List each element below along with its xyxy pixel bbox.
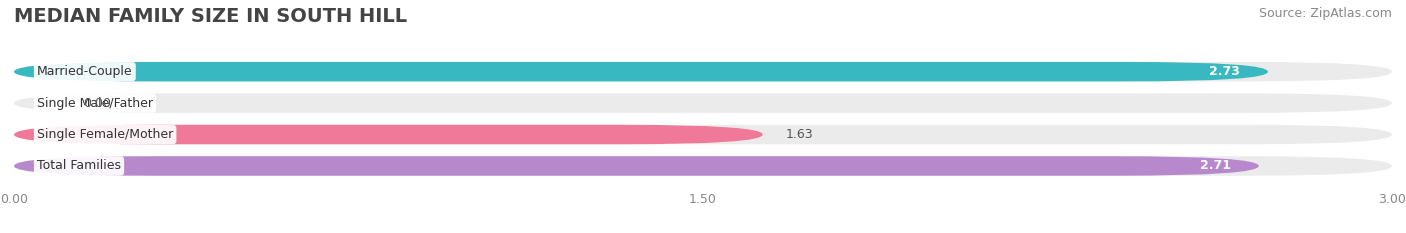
Text: 1.63: 1.63: [786, 128, 813, 141]
FancyBboxPatch shape: [14, 62, 1268, 81]
Text: 0.00: 0.00: [83, 97, 111, 110]
FancyBboxPatch shape: [14, 93, 1392, 113]
Text: MEDIAN FAMILY SIZE IN SOUTH HILL: MEDIAN FAMILY SIZE IN SOUTH HILL: [14, 7, 408, 26]
FancyBboxPatch shape: [14, 156, 1258, 176]
Text: Married-Couple: Married-Couple: [37, 65, 132, 78]
FancyBboxPatch shape: [14, 62, 1392, 81]
Text: Total Families: Total Families: [37, 159, 121, 172]
Text: 2.71: 2.71: [1201, 159, 1232, 172]
FancyBboxPatch shape: [14, 156, 1392, 176]
FancyBboxPatch shape: [14, 125, 762, 144]
FancyBboxPatch shape: [14, 125, 1392, 144]
Text: Source: ZipAtlas.com: Source: ZipAtlas.com: [1258, 7, 1392, 20]
Text: 2.73: 2.73: [1209, 65, 1240, 78]
Text: Single Male/Father: Single Male/Father: [37, 97, 153, 110]
Text: Single Female/Mother: Single Female/Mother: [37, 128, 173, 141]
